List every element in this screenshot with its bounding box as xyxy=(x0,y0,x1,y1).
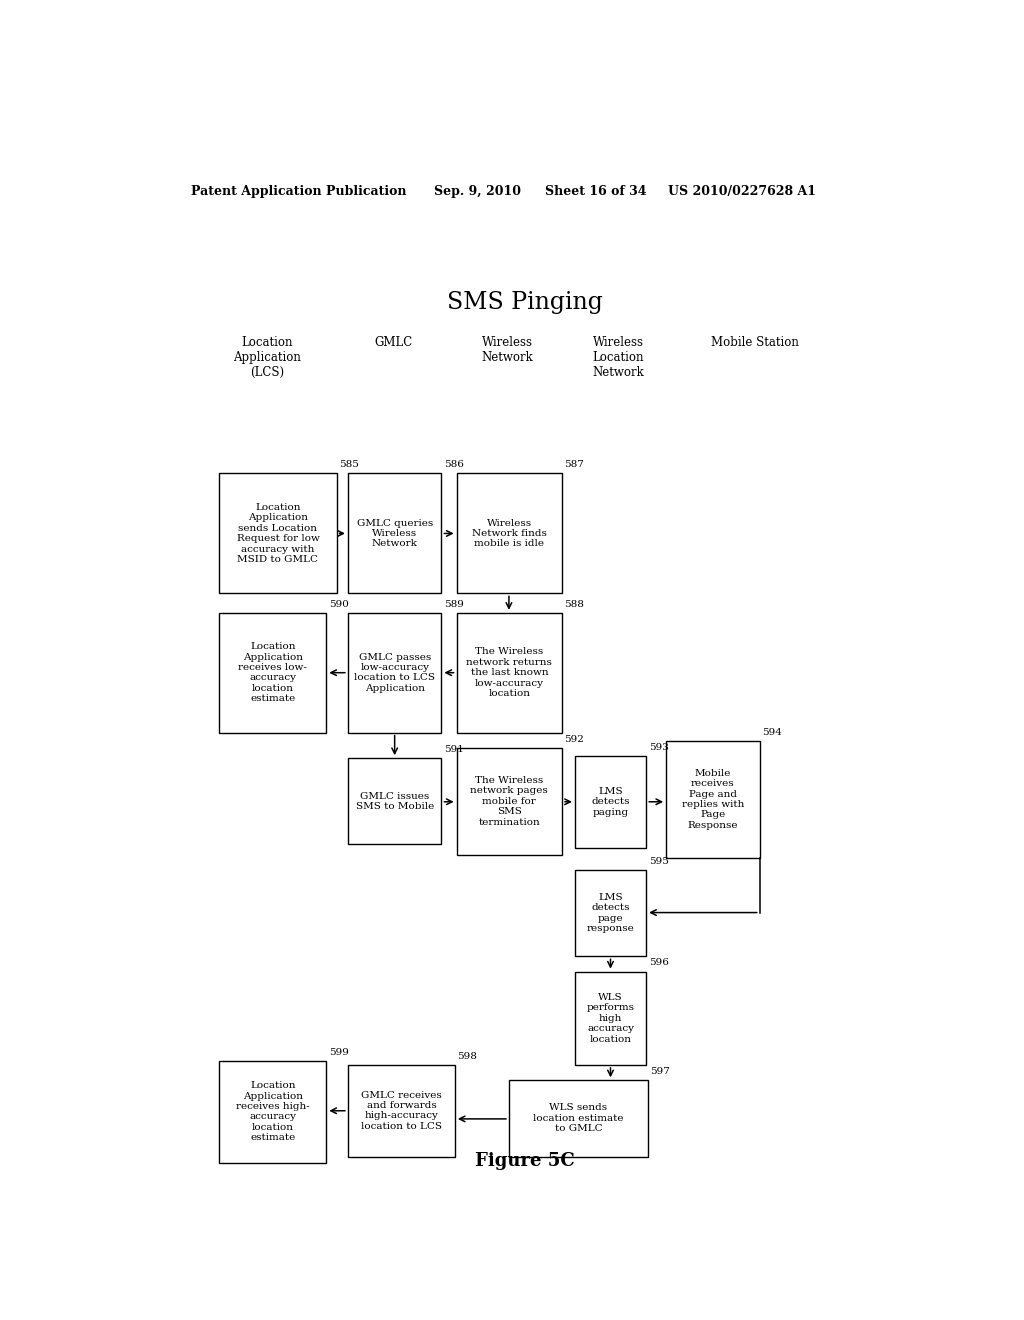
Text: Mobile Station: Mobile Station xyxy=(711,337,799,350)
Text: 590: 590 xyxy=(329,599,348,609)
Bar xyxy=(666,741,760,858)
Text: GMLC: GMLC xyxy=(375,337,413,350)
Text: LMS
detects
paging: LMS detects paging xyxy=(591,787,630,817)
Bar xyxy=(219,1061,327,1163)
Text: GMLC issues
SMS to Mobile: GMLC issues SMS to Mobile xyxy=(355,792,434,810)
Text: 589: 589 xyxy=(443,599,464,609)
Bar xyxy=(574,870,646,956)
Text: WLS
performs
high
accuracy
location: WLS performs high accuracy location xyxy=(587,993,635,1044)
Text: 599: 599 xyxy=(329,1048,348,1057)
Text: 597: 597 xyxy=(650,1067,670,1076)
Bar xyxy=(348,758,441,845)
Text: Location
Application
sends Location
Request for low
accuracy with
MSID to GMLC: Location Application sends Location Requ… xyxy=(237,503,319,564)
Text: The Wireless
network pages
mobile for
SMS
termination: The Wireless network pages mobile for SM… xyxy=(470,776,548,826)
Text: GMLC queries
Wireless
Network: GMLC queries Wireless Network xyxy=(356,519,433,548)
Text: 591: 591 xyxy=(443,744,464,754)
Text: Sheet 16 of 34: Sheet 16 of 34 xyxy=(545,185,646,198)
Text: 585: 585 xyxy=(339,461,359,470)
Bar xyxy=(219,612,327,733)
Text: 596: 596 xyxy=(648,958,669,968)
Bar xyxy=(219,474,337,594)
Text: 586: 586 xyxy=(443,461,464,470)
Bar xyxy=(348,612,441,733)
Text: Mobile
receives
Page and
replies with
Page
Response: Mobile receives Page and replies with Pa… xyxy=(682,768,744,830)
Text: 598: 598 xyxy=(458,1052,477,1061)
Text: 587: 587 xyxy=(564,461,585,470)
Text: 592: 592 xyxy=(564,735,585,744)
Text: Location
Application
receives high-
accuracy
location
estimate: Location Application receives high- accu… xyxy=(236,1081,309,1142)
Text: Wireless
Location
Network: Wireless Location Network xyxy=(593,337,644,379)
Bar xyxy=(348,1065,455,1156)
Bar xyxy=(348,474,441,594)
Text: The Wireless
network returns
the last known
low-accuracy
location: The Wireless network returns the last kn… xyxy=(466,647,552,698)
Text: 593: 593 xyxy=(648,743,669,752)
Bar xyxy=(457,748,562,854)
Text: 594: 594 xyxy=(762,727,782,737)
Text: SMS Pinging: SMS Pinging xyxy=(446,290,603,314)
Bar xyxy=(574,756,646,847)
Text: Location
Application
receives low-
accuracy
location
estimate: Location Application receives low- accur… xyxy=(239,643,307,704)
Text: GMLC receives
and forwards
high-accuracy
location to LCS: GMLC receives and forwards high-accuracy… xyxy=(360,1090,442,1131)
Bar xyxy=(574,972,646,1065)
Bar xyxy=(457,474,562,594)
Text: GMLC passes
low-accuracy
location to LCS
Application: GMLC passes low-accuracy location to LCS… xyxy=(354,652,435,693)
Bar xyxy=(509,1080,648,1156)
Text: Location
Application
(LCS): Location Application (LCS) xyxy=(232,337,301,379)
Bar xyxy=(457,612,562,733)
Text: Sep. 9, 2010: Sep. 9, 2010 xyxy=(433,185,520,198)
Text: 595: 595 xyxy=(648,857,669,866)
Text: 588: 588 xyxy=(564,599,585,609)
Text: LMS
detects
page
response: LMS detects page response xyxy=(587,892,635,933)
Text: Figure 5C: Figure 5C xyxy=(475,1152,574,1170)
Text: US 2010/0227628 A1: US 2010/0227628 A1 xyxy=(668,185,816,198)
Text: WLS sends
location estimate
to GMLC: WLS sends location estimate to GMLC xyxy=(534,1104,624,1134)
Text: Wireless
Network finds
mobile is idle: Wireless Network finds mobile is idle xyxy=(472,519,547,548)
Text: Wireless
Network: Wireless Network xyxy=(481,337,534,364)
Text: Patent Application Publication: Patent Application Publication xyxy=(191,185,407,198)
